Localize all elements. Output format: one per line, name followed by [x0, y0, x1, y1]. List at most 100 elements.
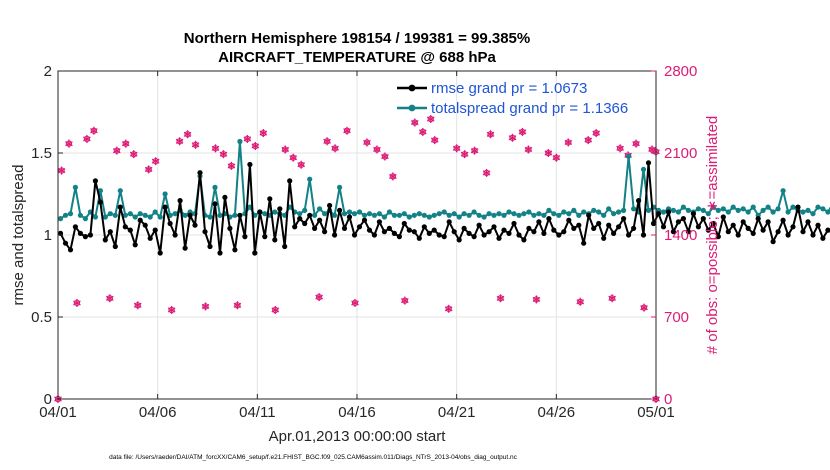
rmse-point — [815, 222, 821, 228]
totalspread-point — [611, 211, 617, 217]
rmse-point — [351, 232, 358, 238]
totalspread-point — [616, 209, 622, 215]
totalspread-point — [680, 204, 687, 210]
totalspread-point — [97, 188, 103, 194]
totalspread-point — [157, 214, 163, 220]
rmse-point — [710, 220, 716, 227]
rmse-point — [586, 212, 592, 218]
right-y-axis-label: # of obs: o=possible; ∗=assimilated — [704, 116, 721, 355]
x-tick-label: 04/21 — [438, 404, 476, 421]
totalspread-point — [705, 211, 711, 217]
rmse-point — [636, 198, 642, 204]
rmse-point — [680, 216, 687, 222]
rmse-point — [810, 232, 816, 238]
rmse-point — [451, 229, 457, 235]
totalspread-point — [800, 209, 806, 215]
totalspread-point — [660, 209, 667, 215]
obs-assimilated-point — [129, 150, 138, 159]
rmse-point — [655, 211, 662, 217]
rmse-point — [631, 225, 637, 231]
obs-assimilated-point — [486, 130, 495, 139]
obs-assimilated-point — [233, 301, 242, 310]
rmse-point — [107, 229, 113, 235]
rmse-point — [596, 220, 602, 227]
rmse-point — [521, 237, 527, 243]
legend-rmse-label: rmse grand pr = 1.0673 — [431, 80, 587, 97]
obs-assimilated-point — [315, 293, 323, 302]
rmse-point — [67, 247, 74, 253]
totalspread-point — [566, 211, 572, 217]
rmse-point — [730, 222, 736, 228]
totalspread-point — [621, 207, 627, 213]
x-tick-label: 05/01 — [637, 404, 675, 421]
totalspread-point — [386, 209, 392, 215]
rmse-point — [740, 219, 746, 225]
rmse-point — [820, 235, 826, 241]
legend-rmse-marker — [408, 84, 416, 92]
obs-assimilated-point — [410, 118, 419, 127]
totalspread-point — [317, 206, 323, 212]
rmse-point — [317, 217, 323, 223]
rmse-point — [217, 250, 223, 256]
rmse-point — [566, 217, 572, 223]
rmse-point — [745, 225, 751, 231]
y-left-tick-label: 0.5 — [31, 309, 52, 326]
rmse-point — [391, 230, 397, 236]
rmse-point — [800, 229, 806, 235]
obs-assimilated-point — [175, 137, 184, 146]
totalspread-point — [441, 209, 447, 215]
rmse-point — [476, 222, 482, 228]
rmse-point — [247, 161, 253, 168]
x-tick-label: 04/06 — [139, 404, 177, 421]
rmse-point — [152, 227, 158, 233]
rmse-point — [715, 234, 721, 240]
rmse-point — [237, 212, 243, 218]
totalspread-point — [112, 212, 118, 218]
obs-assimilated-point — [251, 141, 260, 150]
rmse-point — [277, 206, 283, 212]
rmse-point — [137, 217, 143, 223]
rmse-point — [341, 225, 348, 231]
obs-assimilated-point — [532, 295, 541, 304]
rmse-point — [546, 216, 552, 222]
rmse-point — [287, 178, 293, 184]
rmse-point — [670, 229, 677, 235]
x-axis-label: Apr.01,2013 00:00:00 start — [269, 428, 447, 445]
totalspread-point — [371, 212, 377, 218]
rmse-point — [297, 216, 303, 222]
obs-assimilated-point — [373, 145, 381, 154]
totalspread-point — [466, 212, 472, 218]
totalspread-point — [606, 206, 612, 212]
rmse-point — [536, 219, 542, 225]
totalspread-point — [810, 211, 816, 217]
rmse-point — [167, 220, 173, 227]
totalspread-point — [351, 211, 358, 217]
chart-title: Northern Hemisphere 198154 / 199381 = 99… — [184, 30, 530, 47]
rmse-point — [735, 232, 741, 238]
obs-assimilated-point — [452, 144, 461, 153]
totalspread-point — [262, 211, 268, 217]
rmse-point — [292, 224, 298, 230]
totalspread-point — [92, 214, 98, 220]
totalspread-point — [411, 212, 417, 218]
rmse-point — [775, 229, 781, 235]
rmse-point — [82, 234, 88, 240]
rmse-point — [750, 230, 756, 236]
rmse-point — [307, 212, 313, 218]
rmse-point — [825, 227, 830, 233]
totalspread-point — [775, 206, 781, 212]
rmse-point — [626, 232, 632, 238]
totalspread-point — [391, 212, 397, 218]
obs-assimilated-point — [576, 297, 585, 306]
rmse-point — [516, 232, 522, 238]
rmse-point — [192, 222, 198, 228]
rmse-point — [327, 202, 333, 209]
totalspread-point — [626, 153, 632, 159]
obs-assimilated-point — [191, 140, 200, 149]
rmse-point — [780, 217, 786, 223]
totalspread-point — [446, 212, 452, 218]
rmse-point — [611, 230, 617, 236]
totalspread-point — [137, 211, 143, 217]
obs-assimilated-point — [297, 160, 306, 169]
rmse-point — [700, 216, 706, 222]
